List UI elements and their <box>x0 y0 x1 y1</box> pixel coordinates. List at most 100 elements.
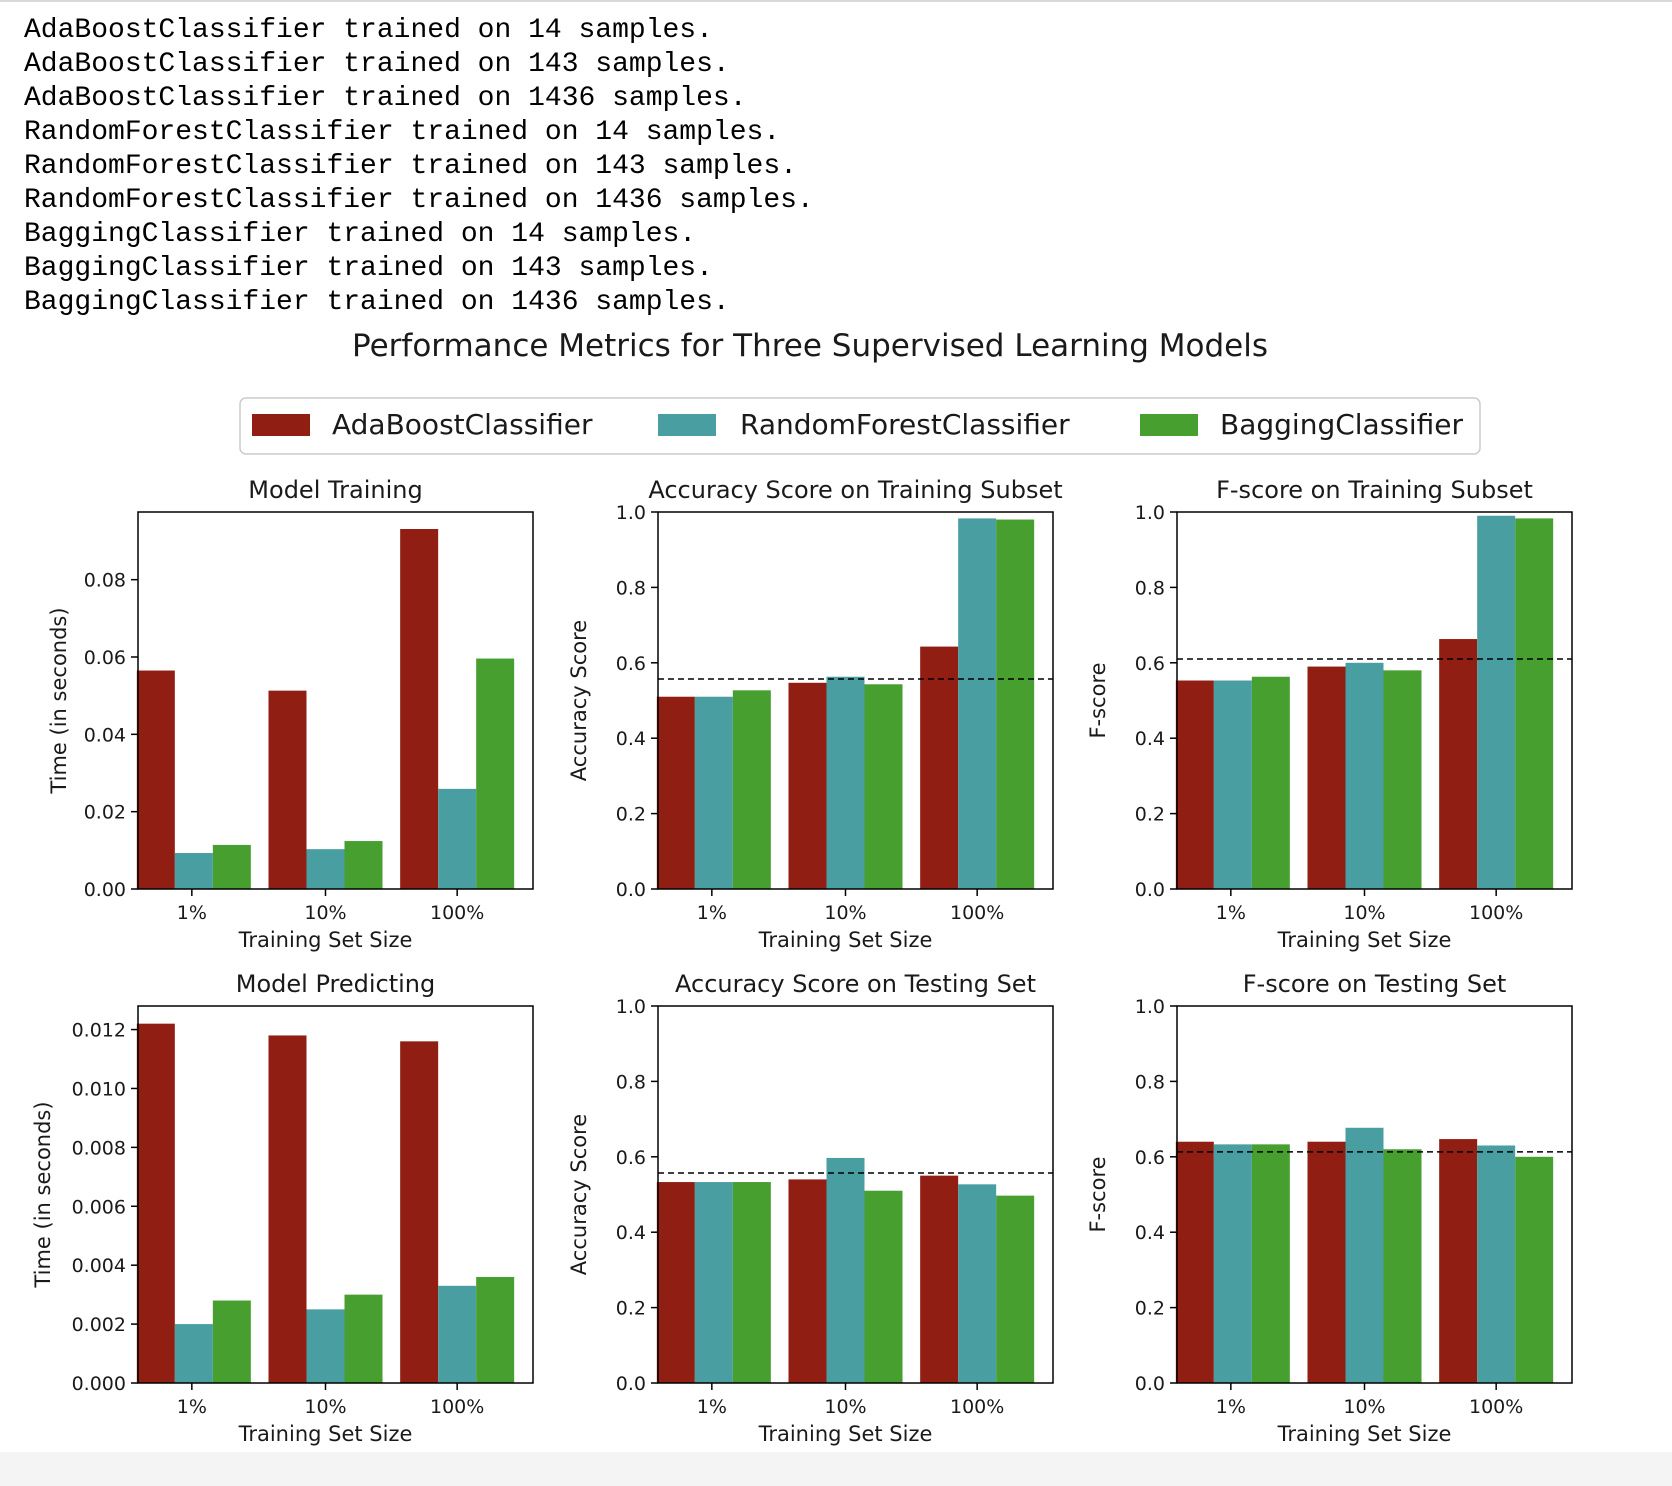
bar-randomforestclassifier-1 <box>174 1324 213 1383</box>
x-tick-label: 1% <box>697 1396 727 1418</box>
x-tick-label: 1% <box>697 902 727 924</box>
x-axis-label: Training Set Size <box>238 928 413 952</box>
y-tick-label: 0.0 <box>616 879 646 901</box>
plot-frame <box>657 511 1054 890</box>
x-tick-label: 100% <box>1469 902 1523 924</box>
y-tick-label: 0.6 <box>616 653 646 675</box>
y-tick-label: 0.4 <box>616 728 646 750</box>
y-tick-label: 1.0 <box>1135 996 1165 1018</box>
legend-frame <box>239 397 1481 455</box>
bar-randomforestclassifier-10 <box>826 1157 865 1383</box>
bar-baggingclassifier-1 <box>732 1182 771 1383</box>
log-line: AdaBoostClassifier trained on 143 sample… <box>24 49 730 80</box>
y-tick-label: 0.008 <box>72 1137 126 1159</box>
bar-randomforestclassifier-1 <box>1213 680 1252 889</box>
bar-adaboostclassifier-100 <box>920 1175 959 1383</box>
y-tick-label: 0.6 <box>1135 1147 1165 1169</box>
y-axis-label: Accuracy Score <box>567 620 591 781</box>
bar-baggingclassifier-1 <box>212 1300 251 1383</box>
figure-title: Performance Metrics for Three Supervised… <box>352 330 1268 364</box>
x-axis-label: Training Set Size <box>758 928 933 952</box>
subplot-f-score-on-training-subset: F-score on Training Subset 0.0 0.2 0.4 0.6 0.… <box>1086 476 1573 952</box>
log-line: RandomForestClassifier trained on 1436 s… <box>24 185 814 216</box>
bar-adaboostclassifier-100 <box>1439 639 1478 889</box>
y-tick-label: 0.8 <box>616 577 646 599</box>
bar-baggingclassifier-10 <box>864 1190 903 1383</box>
subplot-title: F-score on Training Subset <box>1216 476 1533 504</box>
bar-adaboostclassifier-100 <box>1439 1139 1478 1383</box>
x-axis-label: Training Set Size <box>238 1422 413 1446</box>
y-tick-label: 0.02 <box>84 802 126 824</box>
subplot-title: Accuracy Score on Training Subset <box>648 476 1062 504</box>
y-tick-label: 1.0 <box>616 996 646 1018</box>
legend-label-adaboost: AdaBoostClassifier <box>332 408 593 441</box>
bar-adaboostclassifier-1 <box>136 1023 175 1383</box>
bar-randomforestclassifier-1 <box>1213 1144 1252 1383</box>
y-tick-label: 0.2 <box>616 1298 646 1320</box>
x-tick-label: 100% <box>430 1396 484 1418</box>
bar-adaboostclassifier-1 <box>656 1182 695 1383</box>
y-tick-label: 0.0 <box>616 1373 646 1395</box>
bar-randomforestclassifier-10 <box>1345 662 1384 889</box>
cell-bottom-band <box>0 1452 1672 1486</box>
bar-baggingclassifier-100 <box>476 658 515 889</box>
y-tick-label: 0.6 <box>1135 653 1165 675</box>
x-tick-label: 10% <box>824 902 866 924</box>
plot-frame <box>1176 511 1573 890</box>
x-axis-label: Training Set Size <box>758 1422 933 1446</box>
bar-randomforestclassifier-10 <box>306 1309 345 1383</box>
bar-baggingclassifier-1 <box>212 844 251 889</box>
bar-adaboostclassifier-10 <box>268 690 307 889</box>
performance-figure: Performance Metrics for Three Supervised… <box>31 330 1573 1446</box>
subplot-accuracy-score-on-training-subset: Accuracy Score on Training Subset 0.0 0.2 0… <box>567 476 1063 952</box>
log-line: BaggingClassifier trained on 14 samples. <box>24 219 697 250</box>
bar-baggingclassifier-100 <box>1515 1156 1554 1383</box>
x-tick-label: 10% <box>304 1396 346 1418</box>
subplot-model-training: Model Training 0.00 0.02 0.04 0.06 0.08 1% 10% 1… <box>47 476 534 952</box>
bar-randomforestclassifier-10 <box>306 849 345 889</box>
plot-frame <box>137 1005 534 1384</box>
bar-baggingclassifier-100 <box>996 1195 1035 1383</box>
y-tick-label: 0.08 <box>84 570 126 592</box>
x-axis-label: Training Set Size <box>1277 1422 1452 1446</box>
bar-adaboostclassifier-10 <box>788 1179 827 1383</box>
legend-swatch-adaboost <box>252 414 310 436</box>
y-axis-label: F-score <box>1086 1156 1110 1232</box>
plot-frame <box>137 511 534 890</box>
y-tick-label: 0.2 <box>616 804 646 826</box>
bar-baggingclassifier-10 <box>344 841 383 889</box>
x-tick-label: 100% <box>430 902 484 924</box>
y-tick-label: 0.002 <box>72 1314 126 1336</box>
bar-randomforestclassifier-1 <box>694 696 733 889</box>
x-tick-label: 1% <box>1216 902 1246 924</box>
y-tick-label: 0.4 <box>616 1222 646 1244</box>
legend-swatch-randomforest <box>658 414 716 436</box>
bar-adaboostclassifier-1 <box>1175 680 1214 889</box>
bar-adaboostclassifier-1 <box>656 696 695 889</box>
x-tick-label: 100% <box>950 902 1004 924</box>
y-axis-label: F-score <box>1086 662 1110 738</box>
log-line: RandomForestClassifier trained on 143 sa… <box>24 151 797 182</box>
y-tick-label: 0.0 <box>1135 879 1165 901</box>
log-line: RandomForestClassifier trained on 14 sam… <box>24 117 781 148</box>
bar-randomforestclassifier-1 <box>174 853 213 889</box>
y-tick-label: 0.4 <box>1135 728 1165 750</box>
x-tick-label: 10% <box>1343 1396 1385 1418</box>
y-axis-label: Time (in seconds) <box>47 607 71 794</box>
y-tick-label: 1.0 <box>616 502 646 524</box>
bar-randomforestclassifier-10 <box>1345 1127 1384 1383</box>
plot-frame <box>657 1005 1054 1384</box>
bar-baggingclassifier-100 <box>996 519 1035 889</box>
bar-adaboostclassifier-1 <box>136 670 175 889</box>
bar-baggingclassifier-100 <box>476 1276 515 1383</box>
y-tick-label: 0.2 <box>1135 804 1165 826</box>
x-tick-label: 100% <box>1469 1396 1523 1418</box>
bar-randomforestclassifier-100 <box>958 1184 997 1383</box>
bar-adaboostclassifier-10 <box>268 1035 307 1383</box>
bar-randomforestclassifier-10 <box>826 676 865 889</box>
y-tick-label: 0.010 <box>72 1078 126 1100</box>
x-tick-label: 1% <box>177 902 207 924</box>
subplot-title: Model Training <box>248 476 422 504</box>
legend-swatch-bagging <box>1140 414 1198 436</box>
bar-adaboostclassifier-10 <box>1307 1141 1346 1383</box>
